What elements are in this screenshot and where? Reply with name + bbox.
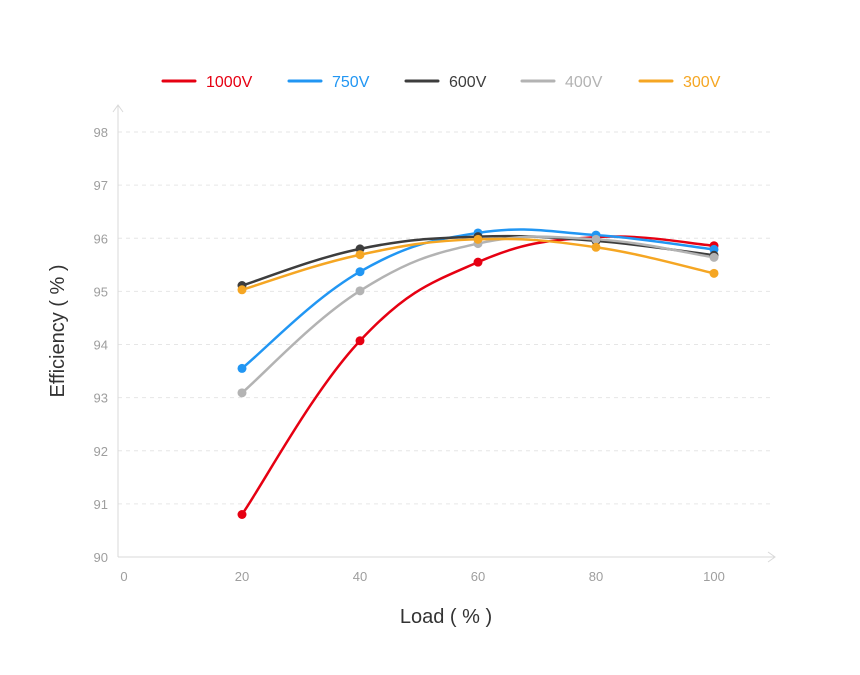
y-axis-arrow [112, 104, 124, 113]
legend-label-300V: 300V [683, 74, 721, 91]
data-point-300V-40 [355, 250, 365, 260]
data-point-300V-80 [591, 242, 601, 252]
data-points [237, 228, 719, 519]
legend-label-600V: 600V [449, 74, 487, 91]
data-point-300V-60 [473, 234, 483, 244]
y-tick-label: 91 [94, 497, 108, 512]
data-point-400V-100 [709, 252, 719, 262]
y-tick-label: 97 [94, 178, 108, 193]
data-point-1000V-40 [355, 336, 365, 346]
legend: 1000V 750V 600V 400V 300V [161, 74, 721, 91]
legend-label-1000V: 1000V [206, 74, 253, 91]
series-line-1000V [240, 235, 716, 516]
data-point-1000V-60 [473, 257, 483, 267]
y-tick-label: 93 [94, 391, 108, 406]
legend-label-750V: 750V [332, 74, 370, 91]
y-tick-label: 95 [94, 284, 108, 299]
data-point-1000V-20 [237, 510, 247, 519]
y-tick-label: 94 [94, 338, 108, 353]
data-point-400V-80 [591, 234, 601, 244]
x-axis-title: Load ( % ) [400, 606, 492, 628]
series-line-750V [240, 228, 716, 370]
x-tick-label: 40 [353, 569, 367, 584]
y-tick-label: 90 [94, 550, 108, 565]
data-series [240, 228, 716, 516]
x-tick-label: 80 [589, 569, 603, 584]
legend-label-400V: 400V [565, 74, 603, 91]
y-axis-title: Efficiency ( % ) [47, 265, 69, 398]
x-tick-label: 60 [471, 569, 485, 584]
x-axis-arrow [767, 551, 776, 563]
grid-lines [118, 131, 772, 505]
data-point-400V-20 [237, 388, 247, 398]
x-tick-label: 0 [120, 569, 127, 584]
axes [112, 104, 776, 563]
y-tick-label: 92 [94, 444, 108, 459]
data-point-400V-40 [355, 286, 365, 296]
data-point-750V-20 [237, 363, 247, 373]
y-tick-label: 98 [94, 125, 108, 140]
x-tick-label: 20 [235, 569, 249, 584]
y-tick-label: 96 [94, 231, 108, 246]
series-line-400V [240, 235, 716, 395]
data-point-300V-100 [709, 268, 719, 278]
data-point-300V-20 [237, 285, 247, 295]
x-tick-label: 100 [703, 569, 725, 584]
data-point-750V-40 [355, 267, 365, 277]
tick-labels: 90 91 92 93 94 95 96 97 98 0 20 40 60 80 100 [94, 125, 725, 584]
